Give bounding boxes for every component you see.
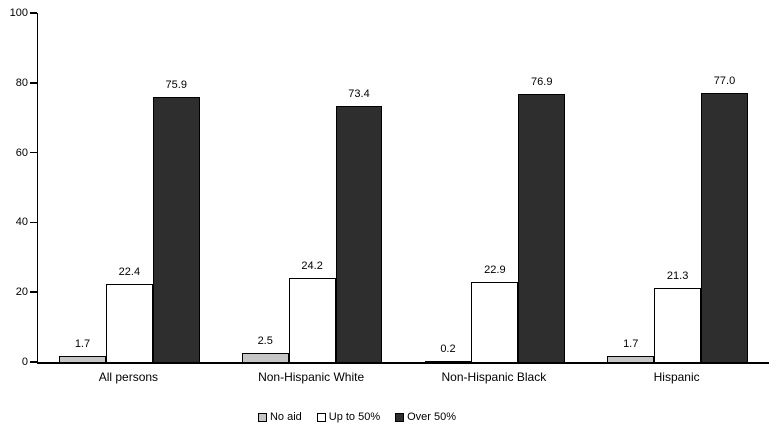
y-axis-tick-label: 0	[21, 356, 28, 368]
bar-up-to-50-	[471, 282, 519, 362]
bar-value-label: 76.9	[531, 75, 553, 88]
category-label: Non-Hispanic White	[258, 370, 365, 384]
legend-marker-over-50-	[395, 413, 405, 422]
category-label: Hispanic	[653, 370, 700, 384]
legend-marker-up-to-50-	[316, 413, 326, 422]
bar-up-to-50-	[288, 277, 336, 362]
legend-marker-no-aid	[257, 413, 267, 422]
legend-label: Up to 50%	[328, 411, 381, 423]
bar-no-aid	[424, 361, 472, 362]
plot-area: 1.7 2.5 0.2 1.7 22.4 24.2 22.9 21.3 75.9 73.4 76.9…	[37, 13, 769, 364]
y-axis-tick-label: 80	[15, 76, 28, 89]
y-axis-tick	[30, 12, 37, 14]
y-axis-tick	[30, 291, 37, 293]
bar-value-label: 22.4	[118, 265, 141, 278]
bar-over-50-	[152, 97, 200, 362]
bar-value-label: 0.2	[440, 343, 456, 356]
y-axis-tick-label: 20	[15, 286, 28, 299]
bar-value-label: 77.0	[713, 75, 736, 88]
y-axis-tick	[30, 361, 37, 363]
y-axis-tick-label: 100	[9, 7, 28, 19]
legend-item: Over 50%	[395, 411, 456, 424]
bar-value-label: 73.4	[348, 87, 370, 100]
bar-no-aid	[59, 356, 106, 362]
legend-label: No aid	[269, 411, 302, 423]
legend-item: Up to 50%	[316, 411, 381, 424]
y-axis-tick	[30, 82, 37, 84]
legend-item: No aid	[257, 411, 302, 424]
bar-value-label: 2.5	[257, 335, 273, 348]
bar-over-50-	[335, 105, 383, 362]
category-label: All persons	[98, 370, 159, 384]
bar-no-aid	[241, 353, 289, 362]
legend: No aid Up to 50% Over 50%	[0, 411, 749, 424]
bar-value-label: 75.9	[165, 79, 187, 92]
bar-over-50-	[701, 93, 748, 362]
y-axis-tick	[30, 151, 37, 154]
bar-up-to-50-	[105, 283, 153, 362]
bar-over-50-	[518, 93, 566, 362]
category-label: Non-Hispanic Black	[441, 370, 547, 384]
bar-value-label: 1.7	[623, 338, 639, 351]
y-axis-tick-label: 40	[15, 216, 28, 229]
bar-value-label: 21.3	[666, 269, 689, 282]
y-axis-tick-label: 60	[15, 146, 28, 159]
bar-value-label: 1.7	[74, 338, 91, 351]
bar-up-to-50-	[654, 287, 702, 362]
y-axis-tick	[30, 221, 37, 224]
legend-label: Over 50%	[407, 411, 457, 423]
bar-value-label: 24.2	[301, 259, 323, 272]
bar-value-label: 22.9	[484, 264, 506, 277]
bar-no-aid	[607, 356, 655, 362]
